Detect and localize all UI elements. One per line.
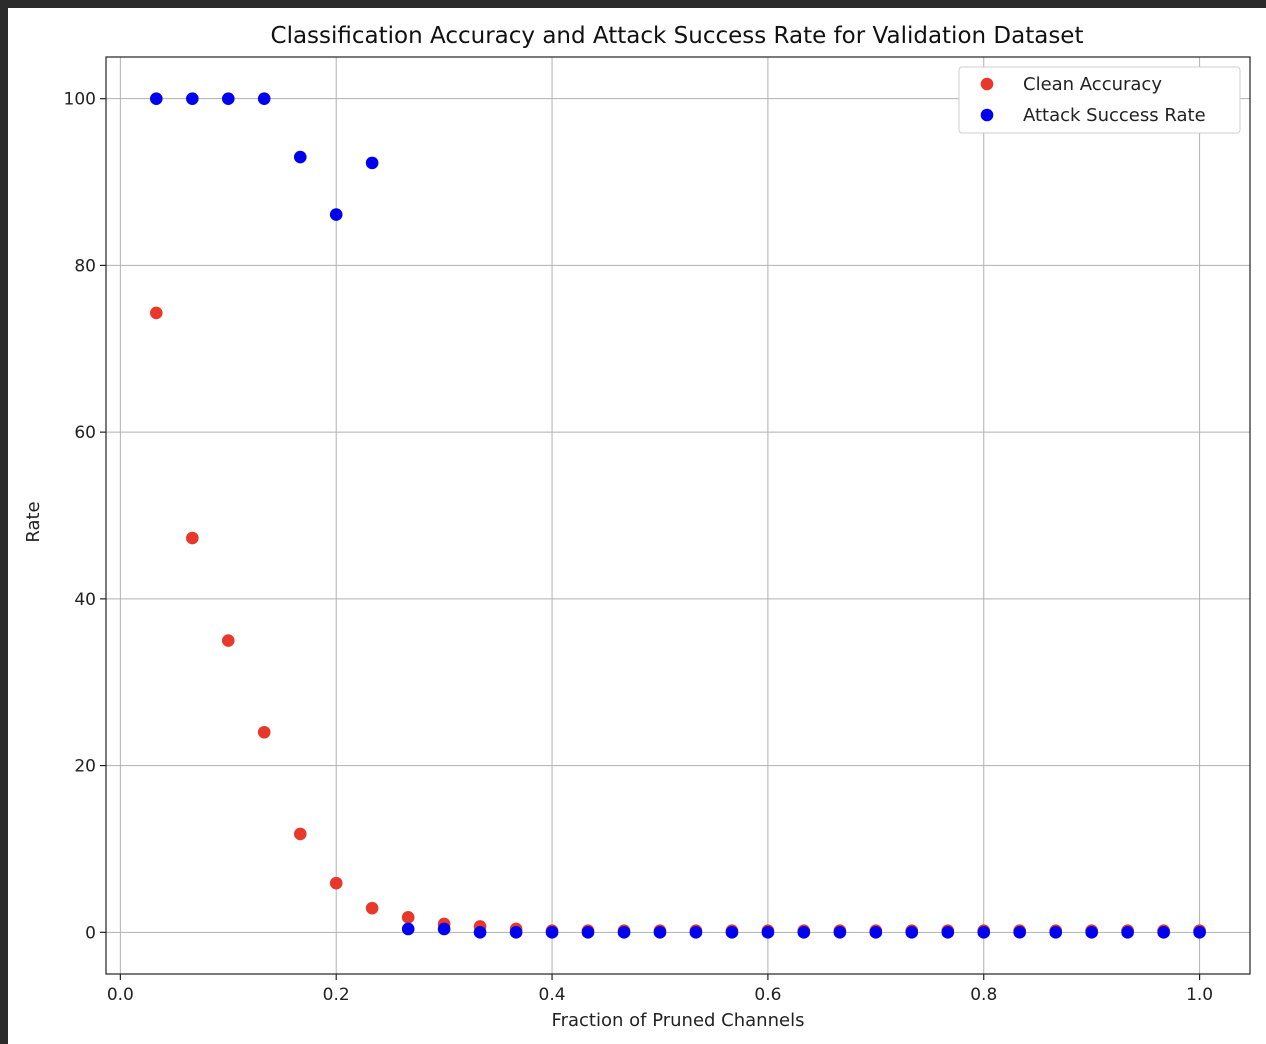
grid bbox=[106, 57, 1250, 974]
axes-frame bbox=[105, 56, 1251, 975]
x-tick-label: 0.4 bbox=[539, 985, 566, 1005]
data-point bbox=[689, 926, 703, 939]
data-point bbox=[221, 92, 235, 105]
data-point bbox=[1013, 926, 1026, 939]
y-axis-label: Rate bbox=[23, 501, 44, 542]
chart-figure: Classification Accuracy and Attack Succe… bbox=[8, 8, 1266, 1044]
legend-label: Attack Success Rate bbox=[1023, 105, 1206, 126]
data-point bbox=[833, 926, 847, 939]
data-point bbox=[437, 922, 451, 936]
data-point bbox=[941, 926, 955, 939]
data-point bbox=[905, 926, 919, 939]
data-point bbox=[401, 922, 415, 936]
y-tick-label: 100 bbox=[64, 90, 96, 110]
data-point bbox=[509, 926, 523, 939]
x-tick-label: 0.0 bbox=[107, 985, 134, 1005]
series-attack-success-rate bbox=[149, 92, 1206, 939]
data-point bbox=[797, 926, 811, 939]
data-point bbox=[869, 926, 883, 939]
data-point bbox=[1193, 926, 1206, 939]
data-point bbox=[293, 827, 307, 841]
data-point bbox=[257, 92, 271, 105]
data-point bbox=[725, 926, 739, 939]
legend-box bbox=[958, 66, 1241, 134]
y-tick-label: 20 bbox=[74, 757, 96, 777]
data-point bbox=[257, 725, 271, 739]
x-tick-label: 0.8 bbox=[970, 985, 997, 1005]
data-point bbox=[149, 92, 163, 105]
data-point bbox=[329, 876, 343, 890]
data-point bbox=[365, 901, 379, 915]
x-tick-label: 0.2 bbox=[323, 985, 350, 1005]
data-point bbox=[977, 926, 991, 939]
data-point bbox=[149, 306, 163, 320]
x-axis-label: Fraction of Pruned Channels bbox=[552, 1010, 805, 1031]
y-tick-label: 60 bbox=[74, 423, 96, 443]
data-point bbox=[473, 926, 487, 939]
data-point bbox=[221, 634, 235, 647]
series-clean-accuracy bbox=[149, 306, 1206, 937]
data-point bbox=[401, 911, 415, 924]
data-point bbox=[761, 926, 775, 939]
x-tick-label: 1.0 bbox=[1186, 985, 1213, 1005]
legend-marker bbox=[980, 108, 994, 122]
data-point bbox=[1085, 926, 1098, 939]
data-point bbox=[293, 150, 307, 164]
data-point bbox=[617, 926, 631, 939]
data-point bbox=[1121, 926, 1134, 939]
x-tick-label: 0.6 bbox=[754, 985, 781, 1005]
data-point bbox=[653, 926, 667, 939]
legend-label: Clean Accuracy bbox=[1023, 74, 1162, 95]
chart-title: Classification Accuracy and Attack Succe… bbox=[271, 23, 1084, 49]
y-tick-label: 40 bbox=[74, 590, 96, 610]
legend-marker bbox=[980, 77, 994, 91]
data-point bbox=[186, 531, 199, 545]
data-point bbox=[365, 156, 379, 170]
data-point bbox=[186, 92, 199, 105]
y-tick-label: 0 bbox=[85, 923, 96, 943]
data-point bbox=[329, 208, 343, 221]
y-tick-label: 80 bbox=[74, 256, 96, 276]
data-point bbox=[545, 926, 559, 939]
data-point bbox=[1049, 926, 1063, 939]
axis-ticks: 0.0 0.2 0.4 0.6 0.8 1.0 0 20 40 60 80 100 bbox=[64, 90, 1214, 1005]
data-point bbox=[1157, 926, 1170, 939]
legend: Clean Accuracy Attack Success Rate bbox=[958, 66, 1241, 134]
data-points bbox=[149, 92, 1206, 939]
data-point bbox=[581, 926, 595, 939]
scatter-plot: Classification Accuracy and Attack Succe… bbox=[23, 23, 1251, 1031]
